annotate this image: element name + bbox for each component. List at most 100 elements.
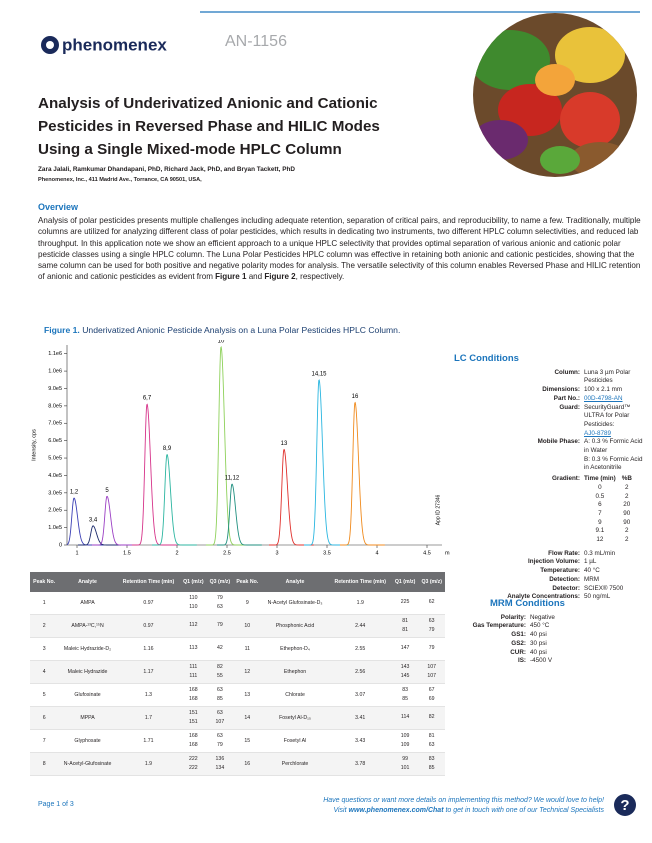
q3: 82 55	[206, 660, 234, 684]
link[interactable]: 00D-4798-AN	[584, 394, 623, 402]
peak	[152, 454, 197, 546]
condition-row: Detection: MRM	[450, 576, 645, 585]
retention-time: 1.9	[116, 752, 181, 776]
q3-value: 82	[428, 714, 435, 721]
peak-label: 3,4	[89, 517, 98, 523]
condition-label: Column:	[554, 368, 580, 376]
analyte: MPPA	[58, 706, 117, 730]
condition-row: Part No.: 00D-4798-AN	[450, 395, 645, 404]
condition-row: Mobile Phase: A: 0.3 % Formic Acid in Wat…	[450, 438, 645, 473]
condition-label: Dimensions:	[542, 386, 580, 394]
peak-no: 10	[233, 614, 262, 638]
condition-value: MRM	[584, 576, 645, 585]
q1: 168 168	[180, 729, 207, 753]
q1-value: 143	[400, 663, 410, 670]
q1: 81 81	[391, 614, 419, 638]
link[interactable]: AJ0-8789	[584, 429, 611, 437]
gradient-cell: 0.5	[595, 492, 605, 500]
condition-row: Polarity: Negative	[450, 614, 645, 623]
gradient-cell: 9.1	[595, 527, 605, 535]
peak-no: 7	[30, 729, 59, 753]
q3-value: 79	[216, 742, 223, 748]
q3: 62	[418, 592, 445, 615]
peak-no: 15	[233, 729, 262, 753]
peak-no: 16	[233, 752, 262, 776]
condition-row: Flow Rate: 0.3 mL/min	[450, 550, 645, 559]
link[interactable]: www.phenomenex.com/Chat	[348, 807, 444, 814]
peak-label: 16	[352, 394, 359, 400]
peak-no: 1	[30, 592, 59, 615]
text: , respectively.	[295, 272, 345, 282]
retention-time: 1.7	[116, 706, 181, 730]
figure-caption: Figure 1. Underivatized Anionic Pesticid…	[44, 325, 400, 335]
y-tick-label: 8.0e5	[48, 403, 62, 409]
gradient-cell: 20	[623, 501, 631, 509]
condition-label: IS:	[517, 657, 526, 665]
column-header: Retention Time (min)	[116, 572, 181, 592]
q3: 136 134	[206, 752, 234, 776]
analyte: Ethephon-D₄	[261, 637, 329, 661]
analyte: Perchlorate	[261, 752, 329, 776]
table-row: 4 Maleic Hydrazide 1.17 111 111 82 55 12 Ethepho…	[30, 660, 445, 684]
q3-value: 63	[216, 709, 223, 716]
x-tick-label: 4.5	[423, 550, 431, 556]
q1-value: 109	[400, 732, 410, 739]
q1-value: 147	[400, 645, 410, 652]
gradient-step: 6 20	[584, 501, 638, 510]
condition-label: Part No.:	[553, 394, 580, 402]
annotation: App ID 27346	[435, 494, 441, 525]
table-row: 7 Glyphosate 1.71 168 168 63 79 15 Fosetyl Al 3.4…	[30, 729, 445, 753]
retention-time: 1.9	[328, 592, 392, 615]
y-tick-label: 7.0e5	[48, 421, 62, 427]
q1: 112	[180, 614, 207, 638]
q3-value: 81	[428, 732, 435, 739]
analyte: Chlorate	[261, 683, 329, 707]
q3-value: 55	[216, 673, 223, 679]
condition-value: SecurityGuard™ ULTRA for Polar Pesticides…	[584, 404, 645, 439]
q3: 42	[206, 637, 234, 661]
condition-row: Dimensions: 100 x 2.1 mm	[450, 386, 645, 395]
value-line: 0.3 mL/min	[584, 549, 616, 557]
column-header: Q3 (m/z)	[418, 572, 445, 592]
q3: 107 107	[418, 660, 445, 684]
q3: 63 79	[418, 614, 445, 638]
q3-value: 82	[216, 663, 223, 670]
q3-value: 136	[215, 755, 225, 762]
y-tick-label: 1.0e5	[48, 525, 62, 531]
value-line: A: 0.3 % Formic Acid in Water	[584, 438, 643, 455]
peak-label: 10	[218, 340, 225, 344]
q3-value: 63	[428, 617, 435, 624]
value-line: B: 0.3 % Formic Acid in Acetonitrile	[584, 455, 643, 472]
x-tick-label: 3.5	[323, 550, 331, 556]
q1-value: 101	[400, 765, 410, 771]
q3-value: 85	[216, 696, 223, 702]
retention-time: 2.56	[328, 660, 392, 684]
value-line: Negative	[530, 613, 555, 621]
q1: 111 111	[180, 660, 207, 684]
condition-value: 450 °C	[530, 622, 645, 631]
value-line: -4500 V	[530, 657, 553, 665]
retention-time: 0.97	[116, 592, 181, 615]
q3: 79	[206, 614, 234, 638]
q3-value: 63	[216, 686, 223, 693]
retention-time: 2.44	[328, 614, 392, 638]
value-line: Pesticides:	[584, 420, 615, 428]
analyte: Glyphosate	[58, 729, 117, 753]
q1: 225	[391, 592, 419, 615]
x-unit: min	[445, 550, 450, 556]
q3-value: 67	[428, 686, 435, 693]
help-icon[interactable]: ?	[613, 793, 637, 817]
value-line: MRM	[584, 575, 600, 583]
q1: 114	[391, 706, 419, 730]
peak	[132, 403, 177, 546]
q3-value: 83	[428, 755, 435, 762]
condition-value: 100 x 2.1 mm	[584, 386, 645, 395]
peak	[217, 483, 262, 546]
y-tick-label: 0	[59, 542, 62, 548]
gradient-col: %B	[621, 475, 632, 483]
logo-text: phenomenex	[62, 35, 167, 54]
value-line: 100 x 2.1 mm	[584, 386, 623, 394]
figure-ref: Figure 1	[215, 272, 247, 282]
q1-value: 113	[189, 645, 198, 652]
